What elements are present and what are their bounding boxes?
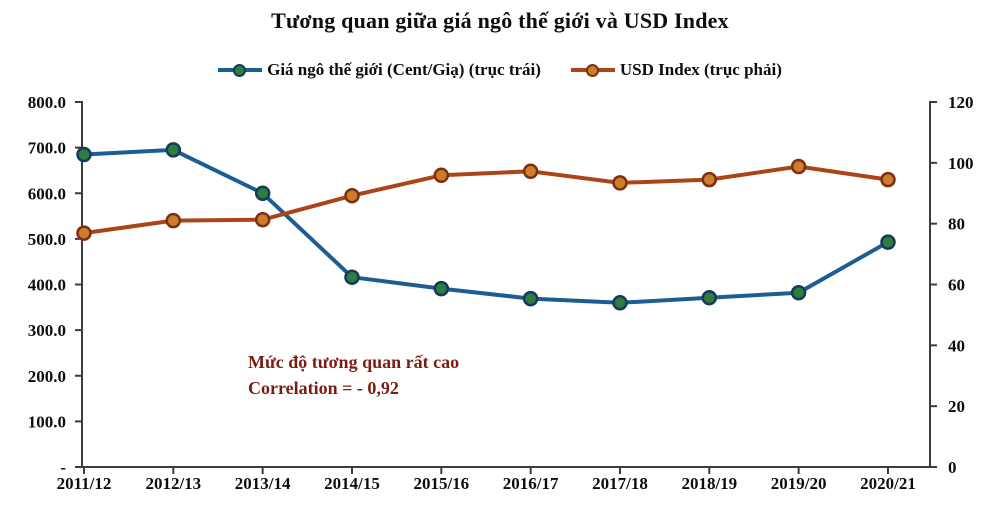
correlation-annotation: Mức độ tương quan rất cao Correlation = … bbox=[248, 349, 459, 401]
usd-index-data-point bbox=[254, 211, 271, 228]
axes bbox=[75, 101, 937, 468]
right-axis-tick-label: 0 bbox=[948, 458, 957, 477]
x-axis-category-label: 2016/17 bbox=[503, 474, 559, 493]
corn-price-line bbox=[82, 147, 890, 305]
corn-price-data-point bbox=[790, 284, 807, 301]
corn-price-data-point bbox=[433, 280, 450, 297]
right-axis-tick-label: 100 bbox=[948, 154, 974, 173]
right-axis-tick-label: 80 bbox=[948, 215, 965, 234]
left-axis-tick-label: 400.0 bbox=[28, 276, 66, 295]
corn-price-data-point bbox=[254, 185, 271, 202]
corn-price-series bbox=[76, 142, 896, 311]
x-axis-category-label: 2014/15 bbox=[324, 474, 380, 493]
usd-marker-icon bbox=[585, 63, 599, 77]
corn-price-data-point bbox=[522, 290, 539, 307]
x-axis-category-label: 2011/12 bbox=[57, 474, 112, 493]
left-axis-tick-label: 800.0 bbox=[28, 93, 66, 112]
chart-legend: Giá ngô thế giới (Cent/Giạ) (trục trái) … bbox=[0, 57, 1000, 83]
usd-index-data-point bbox=[612, 175, 628, 191]
usd-index-data-point bbox=[344, 187, 360, 204]
usd-index-series bbox=[76, 158, 896, 241]
x-axis-category-label: 2017/18 bbox=[592, 474, 648, 493]
right-axis-tick-label: 60 bbox=[948, 276, 965, 295]
left-axis-tick-label: 300.0 bbox=[28, 321, 66, 340]
usd-index-data-point bbox=[880, 171, 896, 188]
usd-index-data-point bbox=[433, 167, 450, 184]
left-axis-tick-label: 200.0 bbox=[28, 367, 66, 386]
legend-item-usd-index: USD Index (trục phải) bbox=[570, 60, 782, 80]
line-chart-svg: 800.0 700.0 600.0 500.0 400.0 300.0 200.0 100.0… bbox=[28, 93, 974, 493]
x-axis-category-label: 2013/14 bbox=[235, 474, 291, 493]
usd-index-data-point bbox=[522, 163, 539, 180]
x-axis-category-label: 2015/16 bbox=[413, 474, 469, 493]
x-axis-category-label: 2018/19 bbox=[681, 474, 737, 493]
right-axis-tick-label: 120 bbox=[948, 93, 974, 112]
usd-index-series-swatch bbox=[570, 63, 615, 78]
right-axis-tick-label: 20 bbox=[948, 397, 965, 416]
corn-price-data-point bbox=[76, 146, 92, 163]
left-axis-tick-label: 500.0 bbox=[28, 230, 66, 249]
chart-figure: Tương quan giữa giá ngô thế giới và USD … bbox=[0, 7, 1000, 517]
corn-price-series-swatch bbox=[218, 63, 263, 78]
corn-price-data-point bbox=[880, 234, 896, 250]
left-y-axis: 800.0 700.0 600.0 500.0 400.0 300.0 200.0 100.0… bbox=[28, 93, 82, 477]
corn-price-data-point bbox=[165, 142, 182, 158]
chart-title: Tương quan giữa giá ngô thế giới và USD … bbox=[271, 8, 729, 33]
usd-index-data-point bbox=[701, 171, 718, 188]
usd-index-data-point bbox=[790, 158, 807, 175]
annotation-line-1: Mức độ tương quan rất cao bbox=[248, 352, 460, 372]
usd-index-line bbox=[82, 164, 890, 236]
right-y-axis: 120 100 80 60 40 20 0 bbox=[930, 93, 974, 477]
corn-price-data-point bbox=[701, 289, 718, 306]
left-axis-tick-label: - bbox=[60, 458, 66, 477]
corn-price-data-point bbox=[344, 269, 360, 285]
x-axis-category-label: 2012/13 bbox=[145, 474, 201, 493]
legend-item-corn-price: Giá ngô thế giới (Cent/Giạ) (trục trái) bbox=[218, 60, 541, 80]
usd-index-data-point bbox=[165, 212, 182, 229]
left-axis-tick-label: 600.0 bbox=[28, 184, 66, 203]
x-axis-category-label: 2020/21 bbox=[860, 474, 916, 493]
legend-label-corn-price: Giá ngô thế giới (Cent/Giạ) (trục trái) bbox=[267, 60, 541, 79]
left-axis-tick-label: 700.0 bbox=[28, 139, 66, 158]
chart-plot-area: 800.0 700.0 600.0 500.0 400.0 300.0 200.0 100.0… bbox=[0, 84, 1000, 514]
left-axis-tick-label: 100.0 bbox=[28, 412, 66, 431]
annotation-line-2: Correlation = - 0,92 bbox=[248, 378, 399, 398]
x-axis-category-label: 2019/20 bbox=[771, 474, 827, 493]
usd-index-data-point bbox=[76, 225, 92, 241]
corn-price-data-point bbox=[612, 295, 628, 311]
right-axis-tick-label: 40 bbox=[948, 336, 965, 355]
x-axis: 2011/12 2012/13 2013/14 2014/15 2015/16 2016/… bbox=[57, 467, 916, 493]
legend-label-usd-index: USD Index (trục phải) bbox=[619, 60, 782, 79]
corn-marker-icon bbox=[233, 63, 247, 77]
